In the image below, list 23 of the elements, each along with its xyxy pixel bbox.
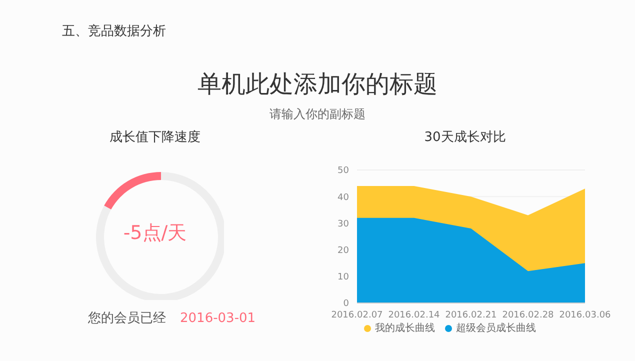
text: 2016-03-01 (180, 311, 256, 326)
text: 单机此处添加你的标题 (196, 69, 438, 100)
y-tick-label: 0 (343, 299, 350, 310)
text: -5点/天 (122, 221, 188, 246)
x-tick-label: 2016.02.07 (331, 310, 383, 320)
legend-label: 超级会员成长曲线 (456, 323, 536, 334)
y-tick-label: 50 (338, 166, 350, 176)
legend-label: 我的成长曲线 (375, 323, 435, 334)
text: 您的会员已经 (88, 311, 166, 326)
chart-title: 30天成长对比 (423, 129, 507, 146)
x-tick-label: 2016.03.06 (559, 310, 612, 320)
x-tick-label: 2016.02.21 (445, 310, 497, 320)
y-tick-label: 10 (338, 272, 350, 283)
donut-slice (104, 172, 161, 210)
x-tick-label: 2016.02.28 (502, 310, 554, 320)
y-tick-label: 30 (338, 219, 350, 230)
text: 请输入你的副标题 (268, 106, 366, 123)
chart-title: 成长值下降速度 (108, 129, 202, 146)
y-tick-label: 20 (338, 246, 350, 256)
donut-slice (96, 172, 224, 300)
x-tick-label: 2016.02.14 (388, 310, 440, 320)
y-tick-label: 40 (338, 192, 350, 203)
text: 五、竞品数据分析 (62, 23, 166, 40)
